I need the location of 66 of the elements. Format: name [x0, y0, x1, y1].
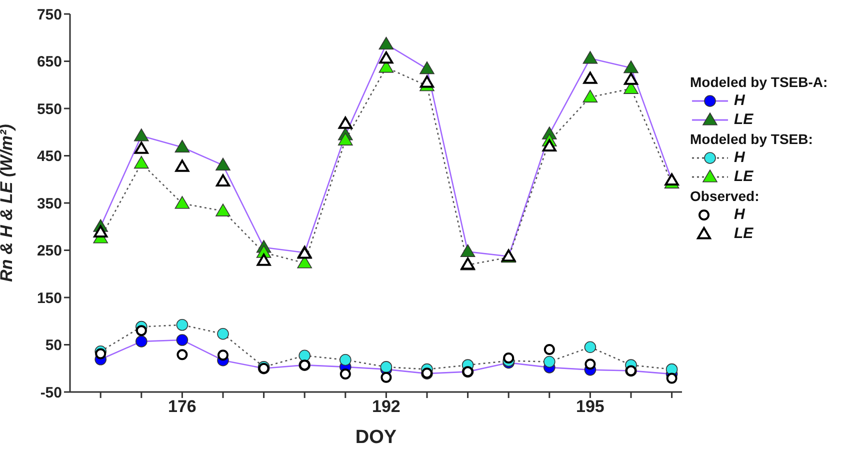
point — [134, 156, 149, 169]
y-tick-label: 650 — [36, 54, 62, 71]
point — [174, 140, 190, 153]
y-tick-label: 50 — [45, 337, 62, 354]
point — [216, 174, 230, 186]
y-tick-label: 750 — [36, 6, 62, 24]
point — [176, 349, 188, 360]
legend-label: H — [734, 206, 745, 223]
point — [380, 372, 392, 383]
point — [216, 204, 230, 216]
point — [174, 196, 190, 209]
point — [218, 350, 228, 361]
point — [95, 348, 106, 360]
x-tick-label: 195 — [576, 397, 604, 416]
point — [378, 36, 394, 50]
point — [583, 72, 598, 84]
point — [420, 61, 434, 74]
point — [420, 76, 434, 88]
point — [216, 158, 230, 170]
point — [256, 254, 271, 266]
point — [134, 128, 149, 142]
point — [624, 60, 638, 74]
y-tick-label: 250 — [36, 242, 62, 260]
point — [176, 334, 188, 346]
point — [542, 139, 556, 152]
text: Modeled by TSEB: — [690, 131, 814, 147]
text: Modeled by TSEB-A: — [690, 74, 828, 90]
point — [584, 341, 596, 354]
point — [544, 344, 555, 355]
y-axis-title: Rn & H & LE (W/m²) — [0, 124, 16, 282]
point — [134, 142, 148, 154]
y-tick-label: 550 — [36, 100, 62, 118]
point — [582, 90, 598, 102]
legend-label: LE — [734, 168, 754, 185]
x-axis-title: DOY — [355, 427, 397, 448]
point — [582, 51, 598, 64]
legend-label: LE — [734, 225, 754, 242]
legend-label: H — [734, 149, 745, 166]
point — [666, 372, 678, 384]
point — [503, 352, 514, 364]
text: Observed: — [690, 188, 760, 204]
point — [298, 350, 310, 362]
point — [379, 51, 394, 64]
legend-label: H — [734, 92, 745, 109]
y-tick-label: 150 — [36, 290, 62, 307]
point — [338, 132, 353, 146]
point — [460, 244, 476, 257]
point — [380, 361, 392, 373]
point — [94, 225, 108, 238]
point — [340, 354, 352, 366]
point — [217, 328, 229, 340]
x-tick-label: 176 — [168, 397, 196, 416]
point — [338, 116, 352, 129]
point — [544, 356, 556, 368]
point — [136, 325, 147, 336]
point — [175, 160, 190, 172]
x-tick-label: 192 — [372, 397, 400, 416]
y-tick-label: -50 — [40, 384, 62, 402]
point — [176, 319, 188, 331]
y-tick-label: 350 — [36, 195, 62, 212]
point — [584, 358, 596, 370]
y-tick-label: 450 — [36, 148, 62, 166]
point — [340, 368, 351, 380]
point — [136, 336, 148, 348]
point — [624, 72, 638, 85]
legend-label: LE — [734, 111, 754, 128]
